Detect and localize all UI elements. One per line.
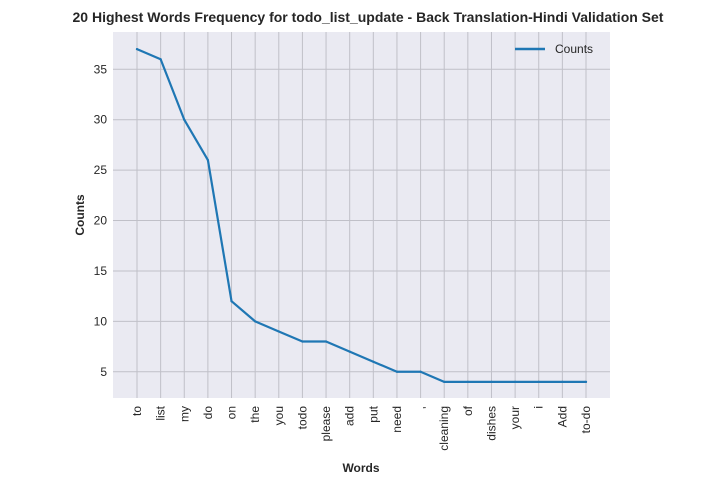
data-point xyxy=(348,350,351,353)
x-tick-label: put xyxy=(366,405,380,422)
data-point xyxy=(183,118,186,121)
x-tick-label: my xyxy=(177,406,191,422)
y-tick-label: 5 xyxy=(100,365,107,379)
data-point xyxy=(537,380,540,383)
data-point xyxy=(159,58,162,61)
legend-label-counts: Counts xyxy=(555,42,593,56)
data-point xyxy=(466,380,469,383)
data-point xyxy=(584,380,588,383)
data-point xyxy=(514,380,517,383)
data-point xyxy=(372,360,375,363)
y-tick-label: 15 xyxy=(94,264,108,278)
y-tick-label: 35 xyxy=(94,62,108,76)
x-tick-label: on xyxy=(225,406,239,419)
x-tick-label: todo xyxy=(295,406,309,430)
data-point xyxy=(277,330,280,333)
plot-area xyxy=(113,32,610,398)
data-point xyxy=(206,158,209,162)
x-tick-label: do xyxy=(201,406,215,420)
x-tick-label: list xyxy=(154,405,168,420)
x-tick-label: your xyxy=(508,406,522,429)
data-point xyxy=(254,320,257,323)
data-point xyxy=(230,300,233,303)
y-tick-label: 20 xyxy=(94,214,108,228)
grid-lines xyxy=(113,32,610,398)
data-point xyxy=(395,370,399,373)
legend: Counts xyxy=(515,42,593,56)
y-axis-ticks: 5 10 15 20 25 30 35 xyxy=(94,62,108,378)
data-point xyxy=(443,380,446,383)
data-point xyxy=(301,340,304,343)
y-tick-label: 25 xyxy=(94,163,108,177)
chart-title: 20 Highest Words Frequency for todo_list… xyxy=(73,9,664,25)
y-axis-label: Counts xyxy=(73,194,87,236)
data-point xyxy=(490,380,493,383)
data-point xyxy=(561,380,564,383)
y-tick-label: 10 xyxy=(94,314,108,328)
data-point xyxy=(135,48,139,51)
data-point xyxy=(324,340,328,343)
data-point xyxy=(419,370,422,373)
x-tick-label: Add xyxy=(555,406,569,427)
x-tick-label: you xyxy=(272,406,286,425)
series-line-counts xyxy=(135,48,588,383)
x-tick-label: need xyxy=(390,406,404,433)
x-tick-label: of xyxy=(461,405,475,416)
x-tick-label: , xyxy=(414,406,428,409)
x-tick-label: add xyxy=(343,406,357,426)
x-tick-label: please xyxy=(319,406,333,442)
series-layer xyxy=(135,48,588,383)
x-axis-label: Words xyxy=(342,461,379,475)
x-tick-label: cleaning xyxy=(437,406,451,451)
y-tick-label: 30 xyxy=(94,113,108,127)
x-tick-label: dishes xyxy=(484,406,498,441)
x-tick-label: the xyxy=(248,406,262,423)
x-tick-label: to-do xyxy=(579,406,593,434)
x-axis-ticks: to list my do on the you todo please add put need, c… xyxy=(130,405,593,450)
x-tick-label: to xyxy=(130,406,144,416)
x-tick-label: i xyxy=(532,406,546,409)
